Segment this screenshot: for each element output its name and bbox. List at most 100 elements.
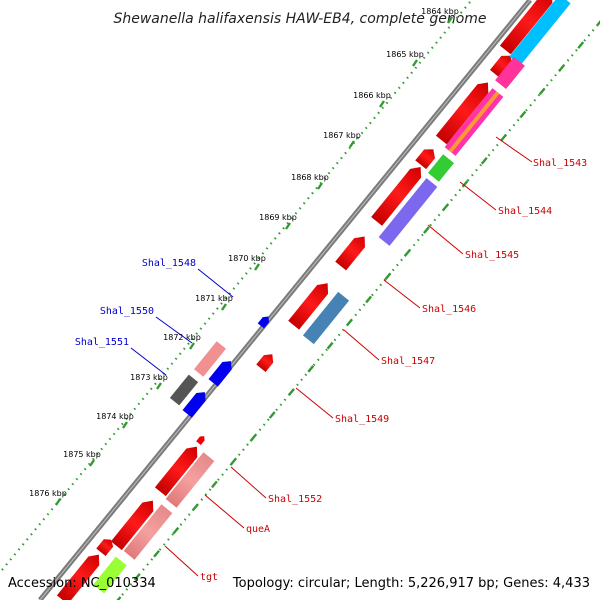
gene-quea[interactable]: [110, 496, 158, 551]
gene-label-tgt[interactable]: tgt: [200, 572, 218, 583]
tick-mark: [577, 41, 585, 49]
tick-label: 1869 kbp: [259, 213, 297, 222]
tick-mark: [122, 421, 128, 429]
gene-label-shal-1544[interactable]: Shal_1544: [498, 206, 552, 217]
gene-shal-1550[interactable]: [208, 357, 236, 387]
tick-mark: [156, 382, 162, 390]
gene-shal-1545[interactable]: [371, 163, 426, 226]
gene-pseudo-grey: [169, 374, 199, 406]
gene-label-shal-1552[interactable]: Shal_1552: [268, 494, 322, 505]
accession-text: Accession: NC_010334: [8, 576, 156, 591]
gene-shal-1549[interactable]: [256, 350, 277, 372]
tick-mark: [480, 156, 488, 165]
outer-major-ticks: [55, 16, 453, 506]
leader-line-tgt: [164, 545, 199, 577]
tick-mark: [133, 573, 141, 581]
leader-line-shal-1546: [383, 279, 421, 309]
tick-label: 1870 kbp: [228, 254, 266, 263]
tick-mark: [403, 249, 411, 257]
product-orange-magenta: [444, 88, 504, 156]
tick-label: 1874 kbp: [96, 412, 134, 421]
leader-line-shal-1545: [427, 224, 464, 255]
tick-mark: [447, 16, 453, 24]
tick-mark: [442, 203, 450, 211]
tick-mark: [317, 182, 323, 190]
gene-label-shal-1547[interactable]: Shal_1547: [381, 356, 435, 367]
gene-shal-1543[interactable]: [435, 78, 493, 145]
leader-line-shal-1547: [343, 329, 380, 361]
leader-line-shal-1552: [230, 466, 267, 499]
gene-label-shal-1549[interactable]: Shal_1549: [335, 414, 389, 425]
tick-label: 1872 kbp: [163, 333, 201, 342]
gene-shal-1547[interactable]: [288, 279, 333, 330]
tick-mark: [307, 365, 315, 373]
tick-label: 1876 kbp: [29, 489, 67, 498]
gene-label-quea[interactable]: queA: [246, 524, 270, 535]
gene-label-shal-1543[interactable]: Shal_1543: [533, 158, 587, 169]
gene-shal-1548[interactable]: [257, 314, 272, 329]
product-pink-1: [165, 452, 215, 508]
product-pink-2: [123, 504, 173, 560]
gene-shal-1551[interactable]: [182, 388, 210, 418]
gene-shal-1546[interactable]: [335, 232, 370, 271]
gene-label-shal-1548[interactable]: Shal_1548: [142, 258, 196, 269]
tick-mark: [384, 272, 392, 281]
gene-bottom-red: [56, 554, 100, 600]
tick-mark: [345, 318, 353, 327]
tick-mark: [172, 526, 180, 535]
tick-mark: [326, 341, 334, 350]
tick-mark: [89, 459, 95, 467]
gene-label-shal-1550[interactable]: Shal_1550: [100, 306, 154, 317]
tick-label: 1871 kbp: [195, 294, 233, 303]
tick-label: 1865 kbp: [386, 50, 424, 59]
product-lime: [93, 556, 127, 594]
tick-label: 1868 kbp: [291, 173, 329, 182]
leader-line-shal-1543: [495, 136, 533, 163]
leader-line-shal-1551: [130, 347, 167, 376]
leader-line-shal-1549: [295, 387, 334, 419]
tick-mark: [519, 110, 527, 119]
genome-summary-text: Topology: circular; Length: 5,226,917 bp…: [232, 576, 590, 591]
gene-pseudo-pink-1: [194, 341, 226, 377]
tick-mark: [365, 295, 373, 304]
tick-mark: [285, 222, 291, 230]
tick-mark: [230, 457, 238, 466]
leader-line-shal-1550: [155, 316, 193, 344]
tick-mark: [596, 20, 600, 26]
tick-mark: [500, 133, 508, 142]
map-title: Shewanella halifaxensis HAW-EB4, complet…: [113, 11, 486, 27]
gene-shal-1552[interactable]: [154, 442, 202, 497]
tick-mark: [55, 498, 61, 506]
tick-label: 1864 kbp: [421, 7, 459, 16]
product-cyan: [509, 0, 571, 66]
tick-label: 1875 kbp: [63, 450, 101, 459]
tick-mark: [268, 411, 276, 419]
tick-mark: [412, 59, 418, 67]
tick-mark: [423, 226, 430, 234]
gene-tgt[interactable]: [96, 536, 115, 556]
gene-features: [56, 0, 571, 600]
product-steelblue: [302, 291, 350, 345]
gene-shal-1543-cds-2[interactable]: [490, 51, 516, 79]
leader-line-shal-1548: [197, 268, 234, 298]
product-green: [428, 154, 454, 182]
leader-line-shal-1544: [459, 181, 497, 211]
tick-label: 1873 kbp: [130, 373, 168, 382]
gene-label-shal-1546[interactable]: Shal_1546: [422, 304, 476, 315]
gene-label-shal-1551[interactable]: Shal_1551: [75, 337, 129, 348]
tick-mark: [558, 64, 565, 73]
tick-mark: [210, 480, 218, 489]
tick-mark: [153, 549, 160, 558]
backbone: [38, 0, 532, 600]
tick-labels: 1864 kbp 1865 kbp 1866 kbp 1867 kbp 1868 kbp…: [29, 7, 459, 498]
tick-mark: [461, 180, 469, 188]
gene-label-shal-1545[interactable]: Shal_1545: [465, 250, 519, 261]
tick-mark: [254, 263, 260, 271]
product-purple: [378, 178, 438, 246]
gene-shal-1544[interactable]: [415, 145, 438, 170]
tick-mark: [116, 596, 122, 600]
gene-shal-1543-cds[interactable]: [499, 0, 557, 55]
tick-mark: [221, 303, 227, 311]
